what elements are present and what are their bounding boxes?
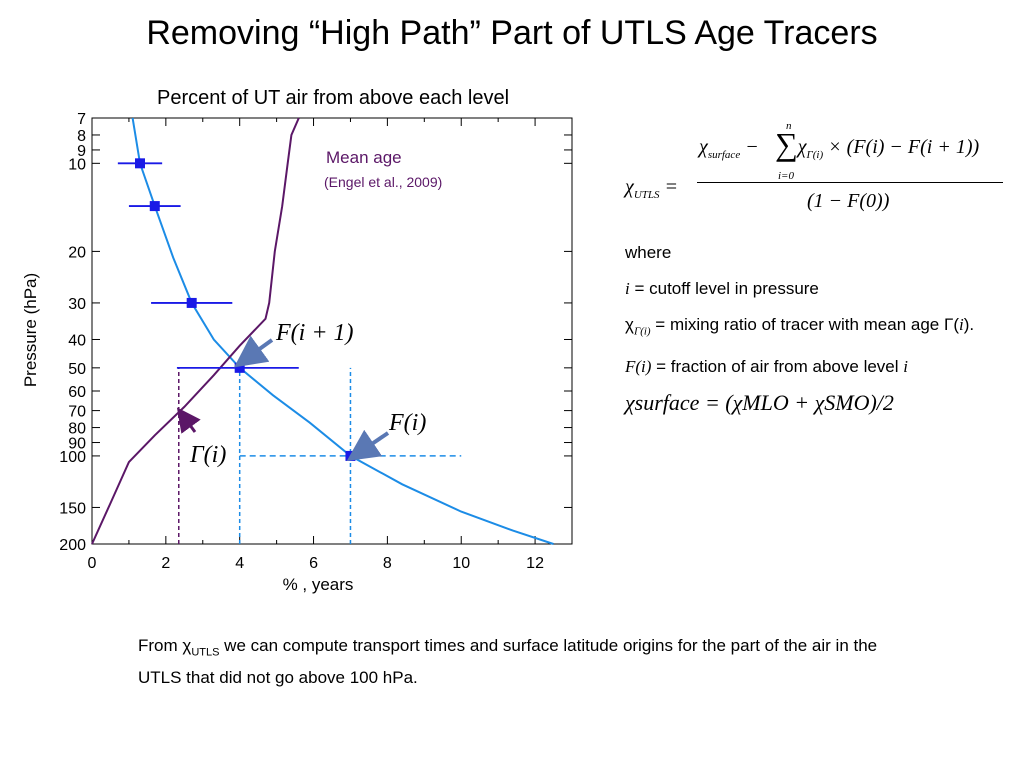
- bottom-text-post: we can compute transport times and surfa…: [138, 636, 878, 688]
- x-tick-label: 4: [235, 555, 244, 572]
- gamma-i-label: Γ(i): [189, 442, 226, 468]
- axis-ticks: [91, 117, 573, 545]
- y-tick-label: 100: [59, 449, 86, 466]
- series-lines: [91, 117, 554, 545]
- chi-symbol: χ: [625, 176, 634, 198]
- F-i: i: [903, 357, 908, 377]
- chi-symbol: χ: [625, 315, 634, 334]
- chi-surface-symbol: χ: [699, 136, 708, 158]
- def-F: F(i) = fraction of air from above level …: [625, 356, 1015, 378]
- data-point: [345, 450, 356, 461]
- data-point: [135, 158, 145, 169]
- x-tick-label: 12: [526, 555, 544, 572]
- y-tick-label: 10: [68, 156, 86, 173]
- x-tick-label: 6: [309, 555, 318, 572]
- data-point: [149, 201, 160, 212]
- arrow-gamma-i: [176, 407, 201, 434]
- y-tick-label: 150: [59, 500, 86, 517]
- data-points: [135, 158, 356, 461]
- bottom-utls-subscript: UTLS: [191, 646, 220, 659]
- data-point: [234, 362, 245, 373]
- data-point: [186, 297, 197, 308]
- error-bars: [117, 162, 299, 369]
- fraction-curve: [131, 117, 554, 545]
- formula-denominator: (1 − F(0)): [807, 190, 890, 212]
- mean-age-label: Mean age: [326, 148, 402, 167]
- F-symbol: F(i): [625, 357, 652, 377]
- sum-symbol: ∑: [775, 126, 798, 162]
- utls-subscript: UTLS: [633, 189, 660, 201]
- y-tick-label: 70: [68, 404, 86, 421]
- surface-subscript: surface: [707, 149, 741, 161]
- slide-title: Removing “High Path” Part of UTLS Age Tr…: [146, 14, 878, 52]
- formula-lhs: χUTLS =: [625, 176, 678, 201]
- y-tick-label: 7: [77, 111, 86, 128]
- chart-title: Percent of UT air from above each level: [157, 87, 509, 109]
- plot-frame: [91, 117, 573, 545]
- y-tick-label: 20: [68, 244, 86, 261]
- y-tick-label: 80: [68, 421, 86, 438]
- gamma-close: ).: [963, 315, 975, 334]
- x-axis-label: % , years: [283, 575, 354, 594]
- chi-definition: = mixing ratio of tracer with mean age: [650, 315, 944, 334]
- chi-gamma-symbol: χ: [797, 136, 807, 158]
- bottom-text-pre: From: [138, 636, 183, 655]
- y-tick-label: 8: [77, 128, 86, 145]
- mean-age-curve: [91, 117, 300, 545]
- x-tick-label: 10: [452, 555, 470, 572]
- F-i-plus-1-label: F(i + 1): [275, 320, 354, 346]
- y-axis-label: Pressure (hPa): [21, 273, 40, 387]
- y-tick-label: 30: [68, 296, 86, 313]
- fraction-difference: × (F(i) − F(i + 1)): [823, 136, 980, 158]
- bottom-text: From χUTLS we can compute transport time…: [138, 633, 898, 690]
- sum-upper-limit: n: [786, 120, 792, 132]
- y-tick-label: 40: [68, 332, 86, 349]
- x-tick-label: 8: [383, 555, 392, 572]
- i-definition: = cutoff level in pressure: [629, 279, 819, 298]
- sum-lower-limit: i=0: [778, 170, 794, 182]
- x-tick-labels: 0 2 4 6 8 10 12: [88, 555, 545, 572]
- gamma-symbol: Γ(: [943, 315, 959, 334]
- where-label: where: [625, 243, 672, 262]
- surface-formula: χsurface = (χMLO + χSMO)/2: [625, 390, 894, 416]
- y-tick-label: 9: [77, 143, 86, 160]
- y-tick-label: 200: [59, 537, 86, 554]
- y-tick-label: 90: [68, 436, 86, 453]
- fraction-bar: [697, 182, 1003, 183]
- F-i-label: F(i): [388, 410, 426, 436]
- y-tick-label: 60: [68, 384, 86, 401]
- gamma-subscript: Γ(i): [806, 149, 824, 161]
- def-i: i = cutoff level in pressure: [625, 278, 1015, 300]
- i-symbol: i: [625, 279, 630, 298]
- minus-sign: −: [740, 136, 764, 158]
- x-tick-label: 0: [88, 555, 97, 572]
- pressure-profile-chart: 0 2 4 6 8 10 12 789102030405060708090100150200…: [21, 87, 573, 594]
- def-chi-gamma: χΓ(i) = mixing ratio of tracer with mean…: [625, 314, 1015, 342]
- chi-utls-formula: χUTLS = χsurface − χΓ(i) × (F(i) − F(i +…: [625, 118, 1010, 228]
- F-definition: = fraction of air from above level: [651, 357, 904, 377]
- engel-reference: (Engel et al., 2009): [324, 174, 442, 190]
- definitions: where i = cutoff level in pressure χΓ(i)…: [625, 242, 1015, 428]
- arrow-F-i-plus-1: [234, 335, 274, 368]
- x-tick-label: 2: [161, 555, 170, 572]
- formula-numerator: χsurface − χΓ(i) × (F(i) − F(i + 1)): [699, 136, 979, 161]
- y-tick-label: 50: [68, 361, 86, 378]
- bottom-chi: χ: [182, 636, 192, 655]
- gamma-i: i: [959, 315, 964, 334]
- arrow-F-i: [346, 429, 390, 461]
- gamma-i-subscript: Γ(i): [633, 325, 651, 338]
- equals-sign: =: [664, 176, 679, 198]
